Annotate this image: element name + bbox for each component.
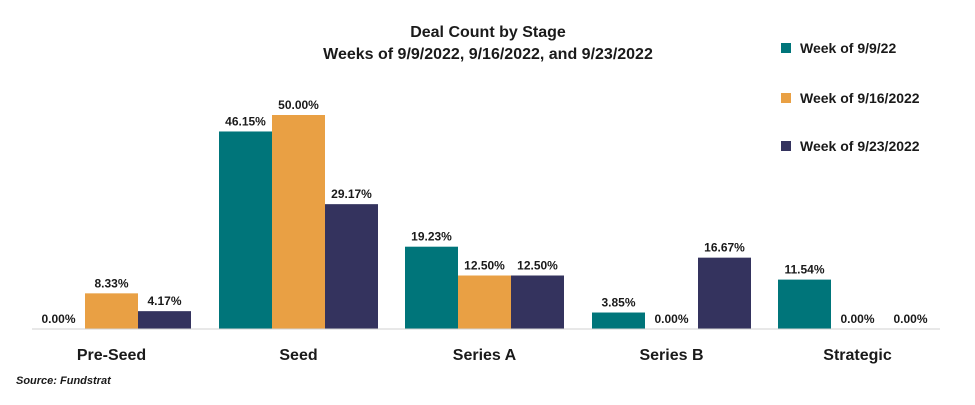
source-note: Source: Fundstrat [16,375,112,387]
bar-group [85,115,831,329]
category-label-1: Seed [279,347,317,364]
data-label-0-0: 0.00% [41,312,75,326]
data-label-3-0: 3.85% [601,296,635,310]
bar-2-2 [511,275,564,329]
data-label-1-2: 29.17% [331,187,372,201]
legend-entry-2: Week of 9/23/2022 [800,138,920,154]
data-label-3-2: 16.67% [704,241,745,255]
bar-2-0 [405,246,458,329]
bar-3-0 [592,312,645,329]
legend: Week of 9/9/22 Week of 9/16/2022 Week of 9… [781,40,920,154]
category-label-2: Series A [453,347,517,364]
chart-title: Deal Count by Stage [410,24,566,41]
category-label-group: Pre-Seed Seed Series A Series B Strategic [77,347,892,364]
bar-4-0 [778,279,831,329]
legend-swatch-2 [781,141,791,151]
category-label-0: Pre-Seed [77,347,146,364]
bar-1-2 [325,204,378,329]
data-label-1-1: 50.00% [278,98,319,112]
data-label-0-2: 4.17% [147,294,181,308]
category-label-4: Strategic [823,347,892,364]
bar-3-2 [698,257,751,329]
legend-entry-0: Week of 9/9/22 [800,40,896,56]
bar-0-1 [85,293,138,329]
category-label-3: Series B [639,347,703,364]
data-label-4-0: 11.54% [784,263,824,277]
data-label-2-1: 12.50% [464,259,505,273]
data-label-0-1: 8.33% [94,276,128,290]
legend-swatch-1 [781,93,791,103]
data-label-group: 0.00% 8.33% 4.17% 46.15% 50.00% 29.17% 19.23% 1… [41,98,927,326]
legend-swatch-0 [781,43,791,53]
bar-2-1 [458,275,511,329]
chart-subtitle: Weeks of 9/9/2022, 9/16/2022, and 9/23/2… [323,46,653,63]
bar-1-1 [272,115,325,329]
legend-entry-1: Week of 9/16/2022 [800,90,920,106]
data-label-4-1: 0.00% [840,312,874,326]
data-label-1-0: 46.15% [225,114,266,128]
data-label-2-2: 12.50% [517,259,558,273]
data-label-3-1: 0.00% [654,312,688,326]
bar-1-0 [219,131,272,329]
data-label-2-0: 19.23% [411,230,452,244]
bar-0-2 [138,311,191,329]
data-label-4-2: 0.00% [893,312,927,326]
